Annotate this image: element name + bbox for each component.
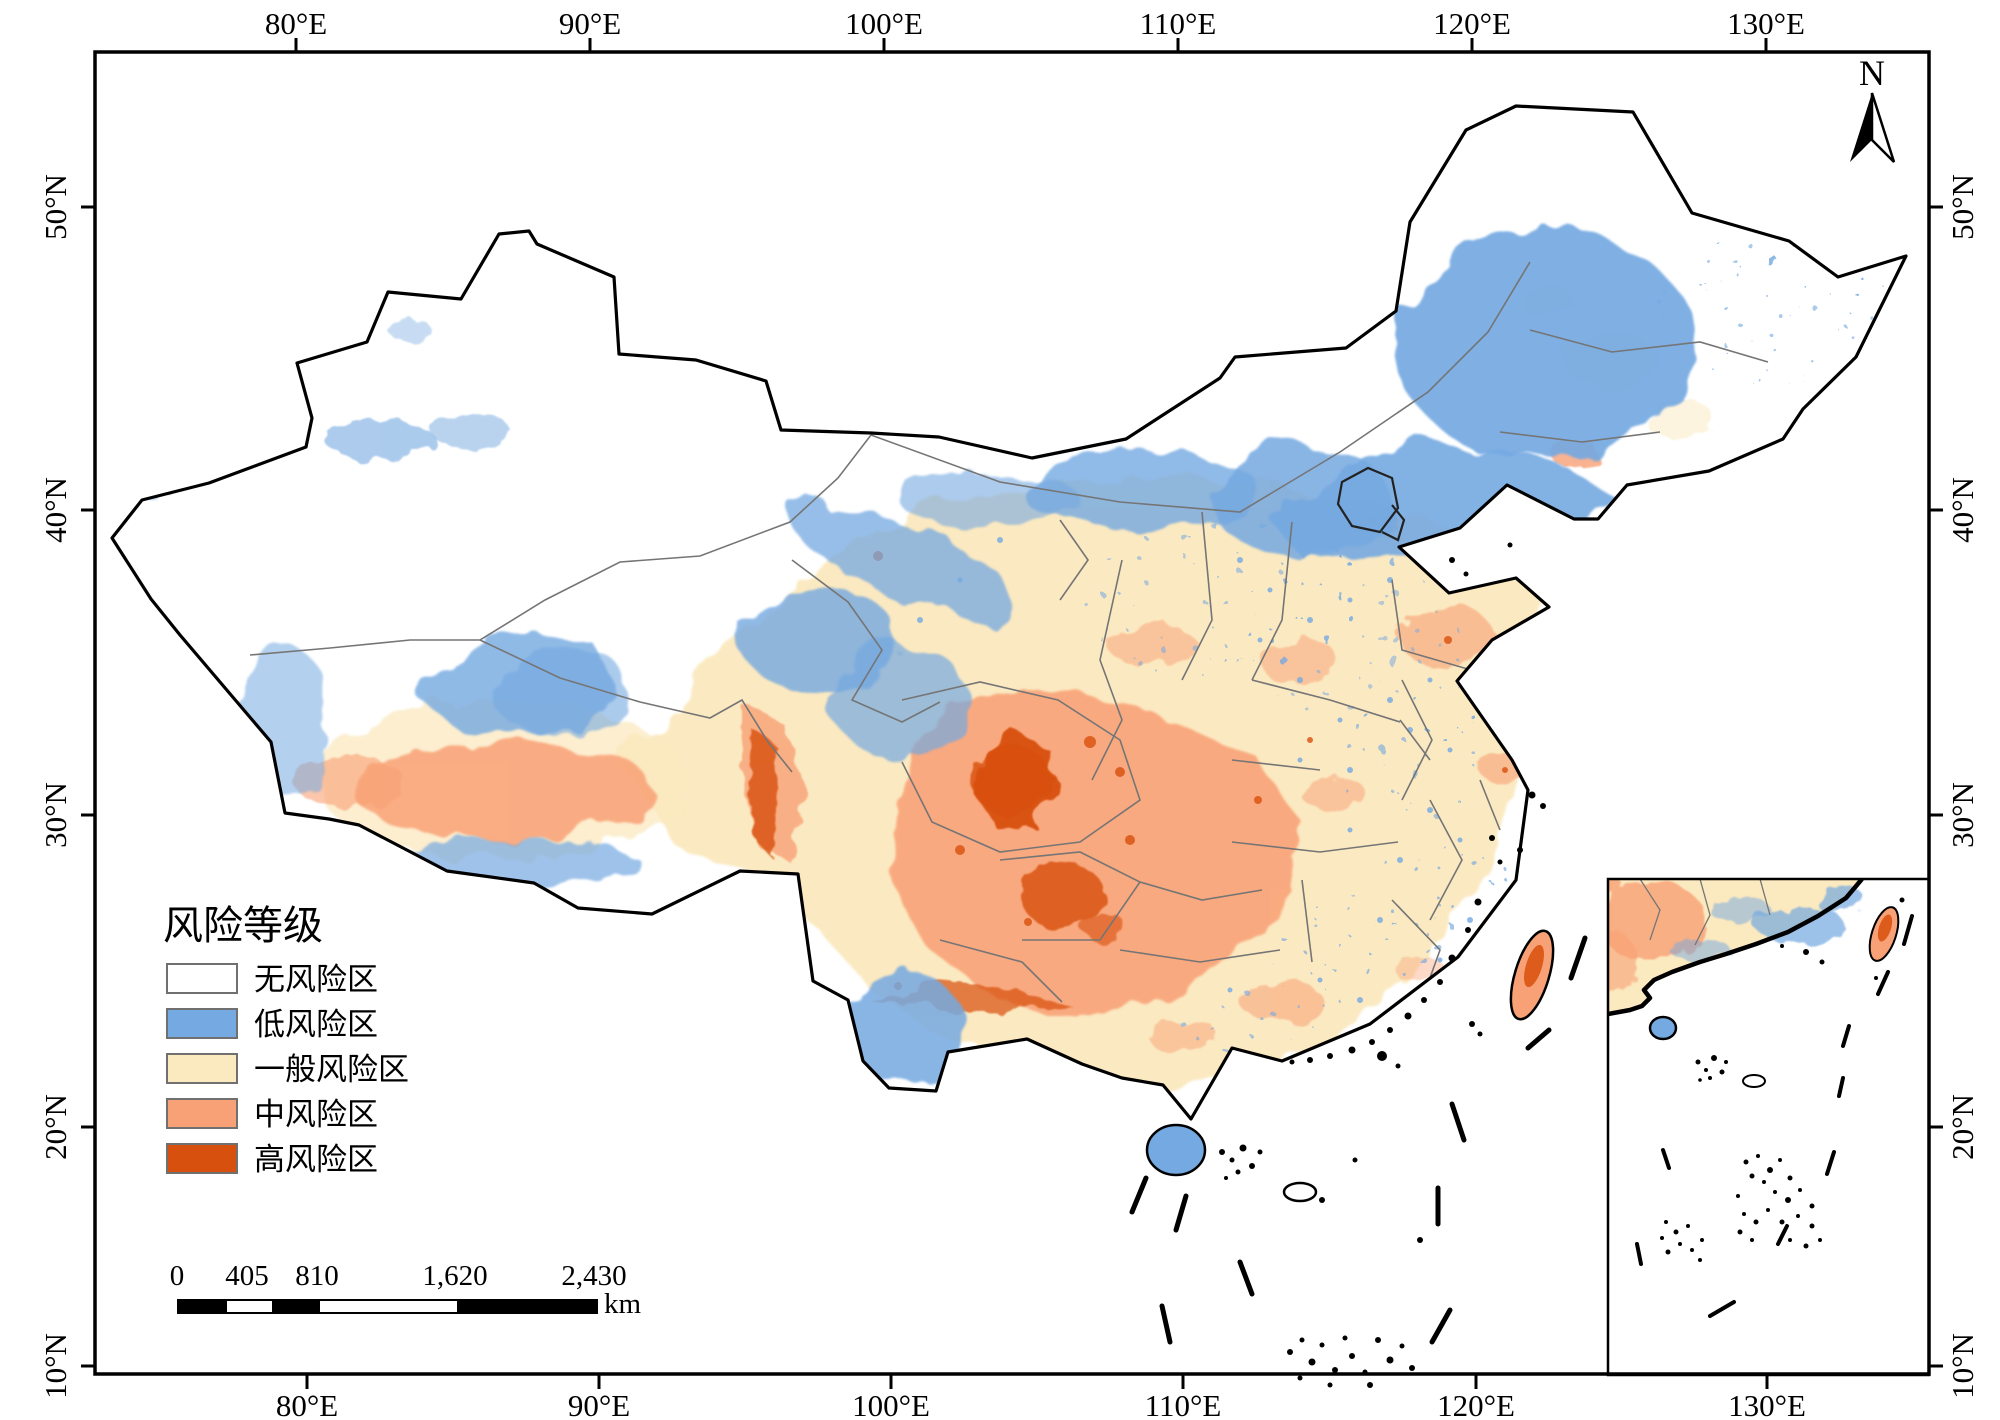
- south-china-sea-islets: [1219, 1051, 1423, 1388]
- bottom-lon-label: 100°E: [852, 1388, 930, 1420]
- legend-swatch-low-risk: [166, 1008, 238, 1039]
- scalebar-segment: [225, 1301, 272, 1312]
- right-lat-label: 10°N: [1945, 1333, 1980, 1399]
- top-lon-label: 130°E: [1727, 6, 1805, 41]
- right-lat-label: 30°N: [1945, 782, 1980, 848]
- bottom-lon-label: 90°E: [567, 1388, 631, 1420]
- beijing-tianjin-boundary: [1336, 466, 1406, 542]
- top-lon-label: 90°E: [558, 6, 622, 41]
- right-lat-label: 20°N: [1945, 1094, 1980, 1160]
- legend-swatch-high-risk: [166, 1143, 238, 1174]
- province-boundaries: [249, 261, 1769, 1003]
- scalebar-tick: 0: [169, 1260, 185, 1292]
- left-lat-label: 10°N: [38, 1333, 73, 1399]
- scalebar-segment: [179, 1301, 225, 1312]
- top-lon-label: 110°E: [1139, 6, 1217, 41]
- legend-swatch-general-risk: [166, 1053, 238, 1084]
- inset-hainan: [1648, 1015, 1678, 1041]
- taiwan-island: [1509, 929, 1555, 1021]
- legend-row: 低风险区: [0, 1007, 500, 1042]
- inset-islets: [1660, 897, 1905, 1262]
- bottom-lon-label: 110°E: [1144, 1388, 1222, 1420]
- top-lon-label: 80°E: [264, 6, 328, 41]
- legend-row: 一般风险区: [0, 1052, 500, 1087]
- inset-coastline: [1608, 879, 1864, 1017]
- north-arrow-label: N: [1859, 53, 1885, 93]
- right-lat-label: 40°N: [1945, 477, 1980, 543]
- bottom-lon-label: 130°E: [1728, 1388, 1806, 1420]
- inset-taiwan: [1868, 906, 1900, 962]
- scalebar-segment: [272, 1301, 318, 1312]
- inset-map: [1606, 877, 1931, 1377]
- inset-province-lines: [1639, 879, 1771, 946]
- scalebar-tick: 2,430: [561, 1260, 627, 1292]
- top-lon-label: 120°E: [1433, 6, 1511, 41]
- legend-label: 高风险区: [254, 1142, 378, 1177]
- blue-speckle-dots: [917, 537, 1473, 1003]
- china-map: [110, 104, 1908, 1121]
- scalebar-unit: km: [604, 1288, 642, 1320]
- right-lat-label: 50°N: [1945, 174, 1980, 240]
- hainan-island: [1145, 1123, 1207, 1177]
- scalebar-segment: [318, 1301, 457, 1312]
- bottom-lon-label: 80°E: [275, 1388, 339, 1420]
- scalebar-bar: [177, 1299, 598, 1314]
- legend-row: 无风险区: [0, 962, 500, 997]
- scalebar-tick: 1,620: [422, 1260, 488, 1292]
- scalebar-tick: 405: [225, 1260, 269, 1292]
- legend-row: 高风险区: [0, 1142, 500, 1177]
- map-frame: [93, 50, 1931, 1376]
- scalebar-segment: [457, 1301, 596, 1312]
- legend-swatch-medium-risk: [166, 1098, 238, 1129]
- nine-dash-line: [1129, 935, 1588, 1345]
- left-lat-label: 30°N: [38, 782, 73, 848]
- north-arrow-icon: [1850, 92, 1896, 163]
- legend-label: 无风险区: [254, 962, 378, 997]
- legend-row: 中风险区: [0, 1097, 500, 1132]
- china-national-border: [110, 104, 1908, 1121]
- inset-nine-dash-line: [1635, 914, 1914, 1318]
- graticule-ticks: [81, 38, 1943, 1389]
- legend-label: 一般风险区: [254, 1052, 409, 1087]
- left-lat-label: 50°N: [38, 174, 73, 240]
- legend-label: 中风险区: [254, 1097, 378, 1132]
- scalebar-tick: 810: [295, 1260, 339, 1292]
- bottom-lon-label: 120°E: [1437, 1388, 1515, 1420]
- left-lat-label: 40°N: [38, 477, 73, 543]
- legend-label: 低风险区: [254, 1007, 378, 1042]
- legend-swatch-no-risk: [166, 963, 238, 994]
- top-lon-label: 100°E: [845, 6, 923, 41]
- legend-title: 风险等级: [163, 903, 323, 948]
- coastal-islands: [1289, 542, 1546, 1065]
